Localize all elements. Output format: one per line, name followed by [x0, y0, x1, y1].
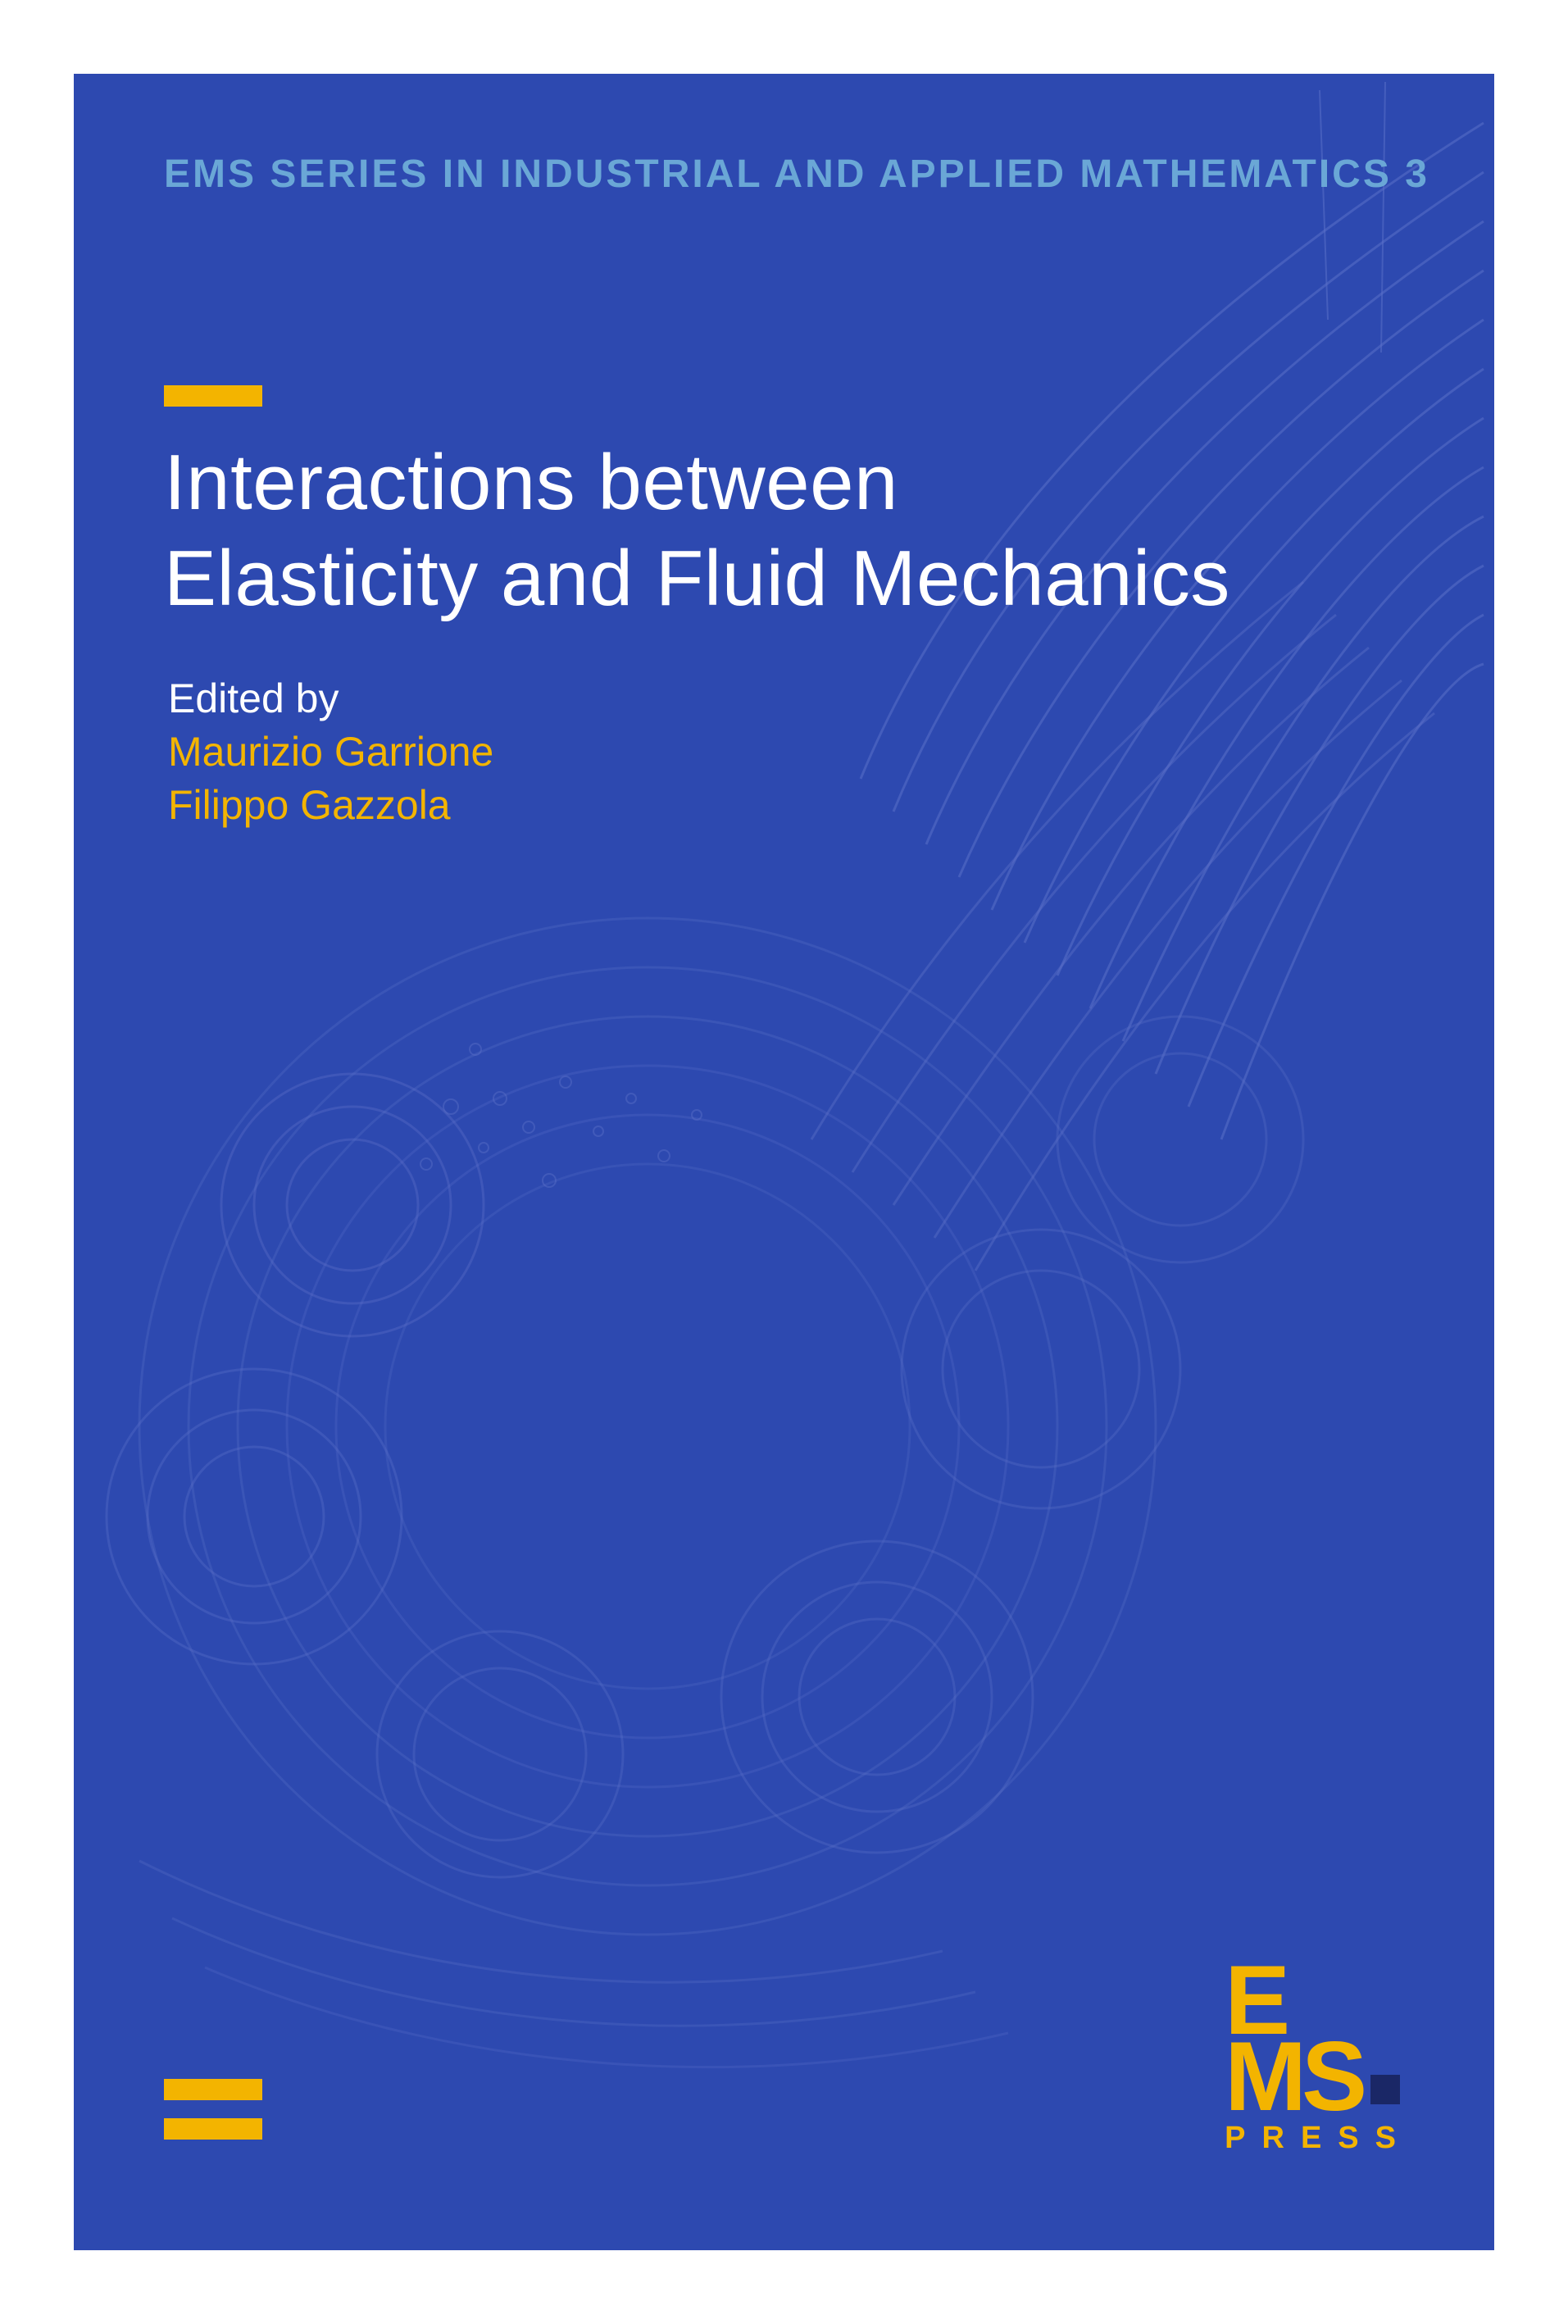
publisher-logo: E MS PRESS: [1225, 1962, 1412, 2156]
editors-block: Edited by Maurizio Garrione Filippo Gazz…: [168, 672, 493, 832]
logo-dot-icon: [1370, 2075, 1400, 2104]
title-line-1: Interactions between: [164, 434, 1429, 530]
accent-bar-bottom-1: [164, 2079, 262, 2100]
series-number: 3: [1405, 152, 1429, 196]
edited-by-label: Edited by: [168, 672, 493, 725]
logo-letters: E MS: [1225, 1962, 1362, 2116]
editor-name-1: Maurizio Garrione: [168, 725, 493, 779]
page-frame: EMS SERIES IN INDUSTRIAL AND APPLIED MAT…: [0, 0, 1568, 2324]
editor-name-2: Filippo Gazzola: [168, 779, 493, 832]
series-heading: EMS SERIES IN INDUSTRIAL AND APPLIED MAT…: [164, 152, 1445, 197]
accent-bar-top: [164, 385, 262, 407]
cover-content: EMS SERIES IN INDUSTRIAL AND APPLIED MAT…: [74, 74, 1494, 2250]
title-line-2: Elasticity and Fluid Mechanics: [164, 530, 1429, 626]
book-title: Interactions between Elasticity and Flui…: [164, 434, 1429, 626]
book-cover: EMS SERIES IN INDUSTRIAL AND APPLIED MAT…: [74, 74, 1494, 2250]
accent-bar-bottom-2: [164, 2118, 262, 2140]
logo-row: E MS: [1225, 1962, 1412, 2116]
series-label: EMS SERIES IN INDUSTRIAL AND APPLIED MAT…: [164, 152, 1392, 196]
logo-press: PRESS: [1225, 2121, 1412, 2156]
accent-bars-bottom: [164, 2061, 262, 2140]
logo-line-2: MS: [1225, 2039, 1362, 2116]
